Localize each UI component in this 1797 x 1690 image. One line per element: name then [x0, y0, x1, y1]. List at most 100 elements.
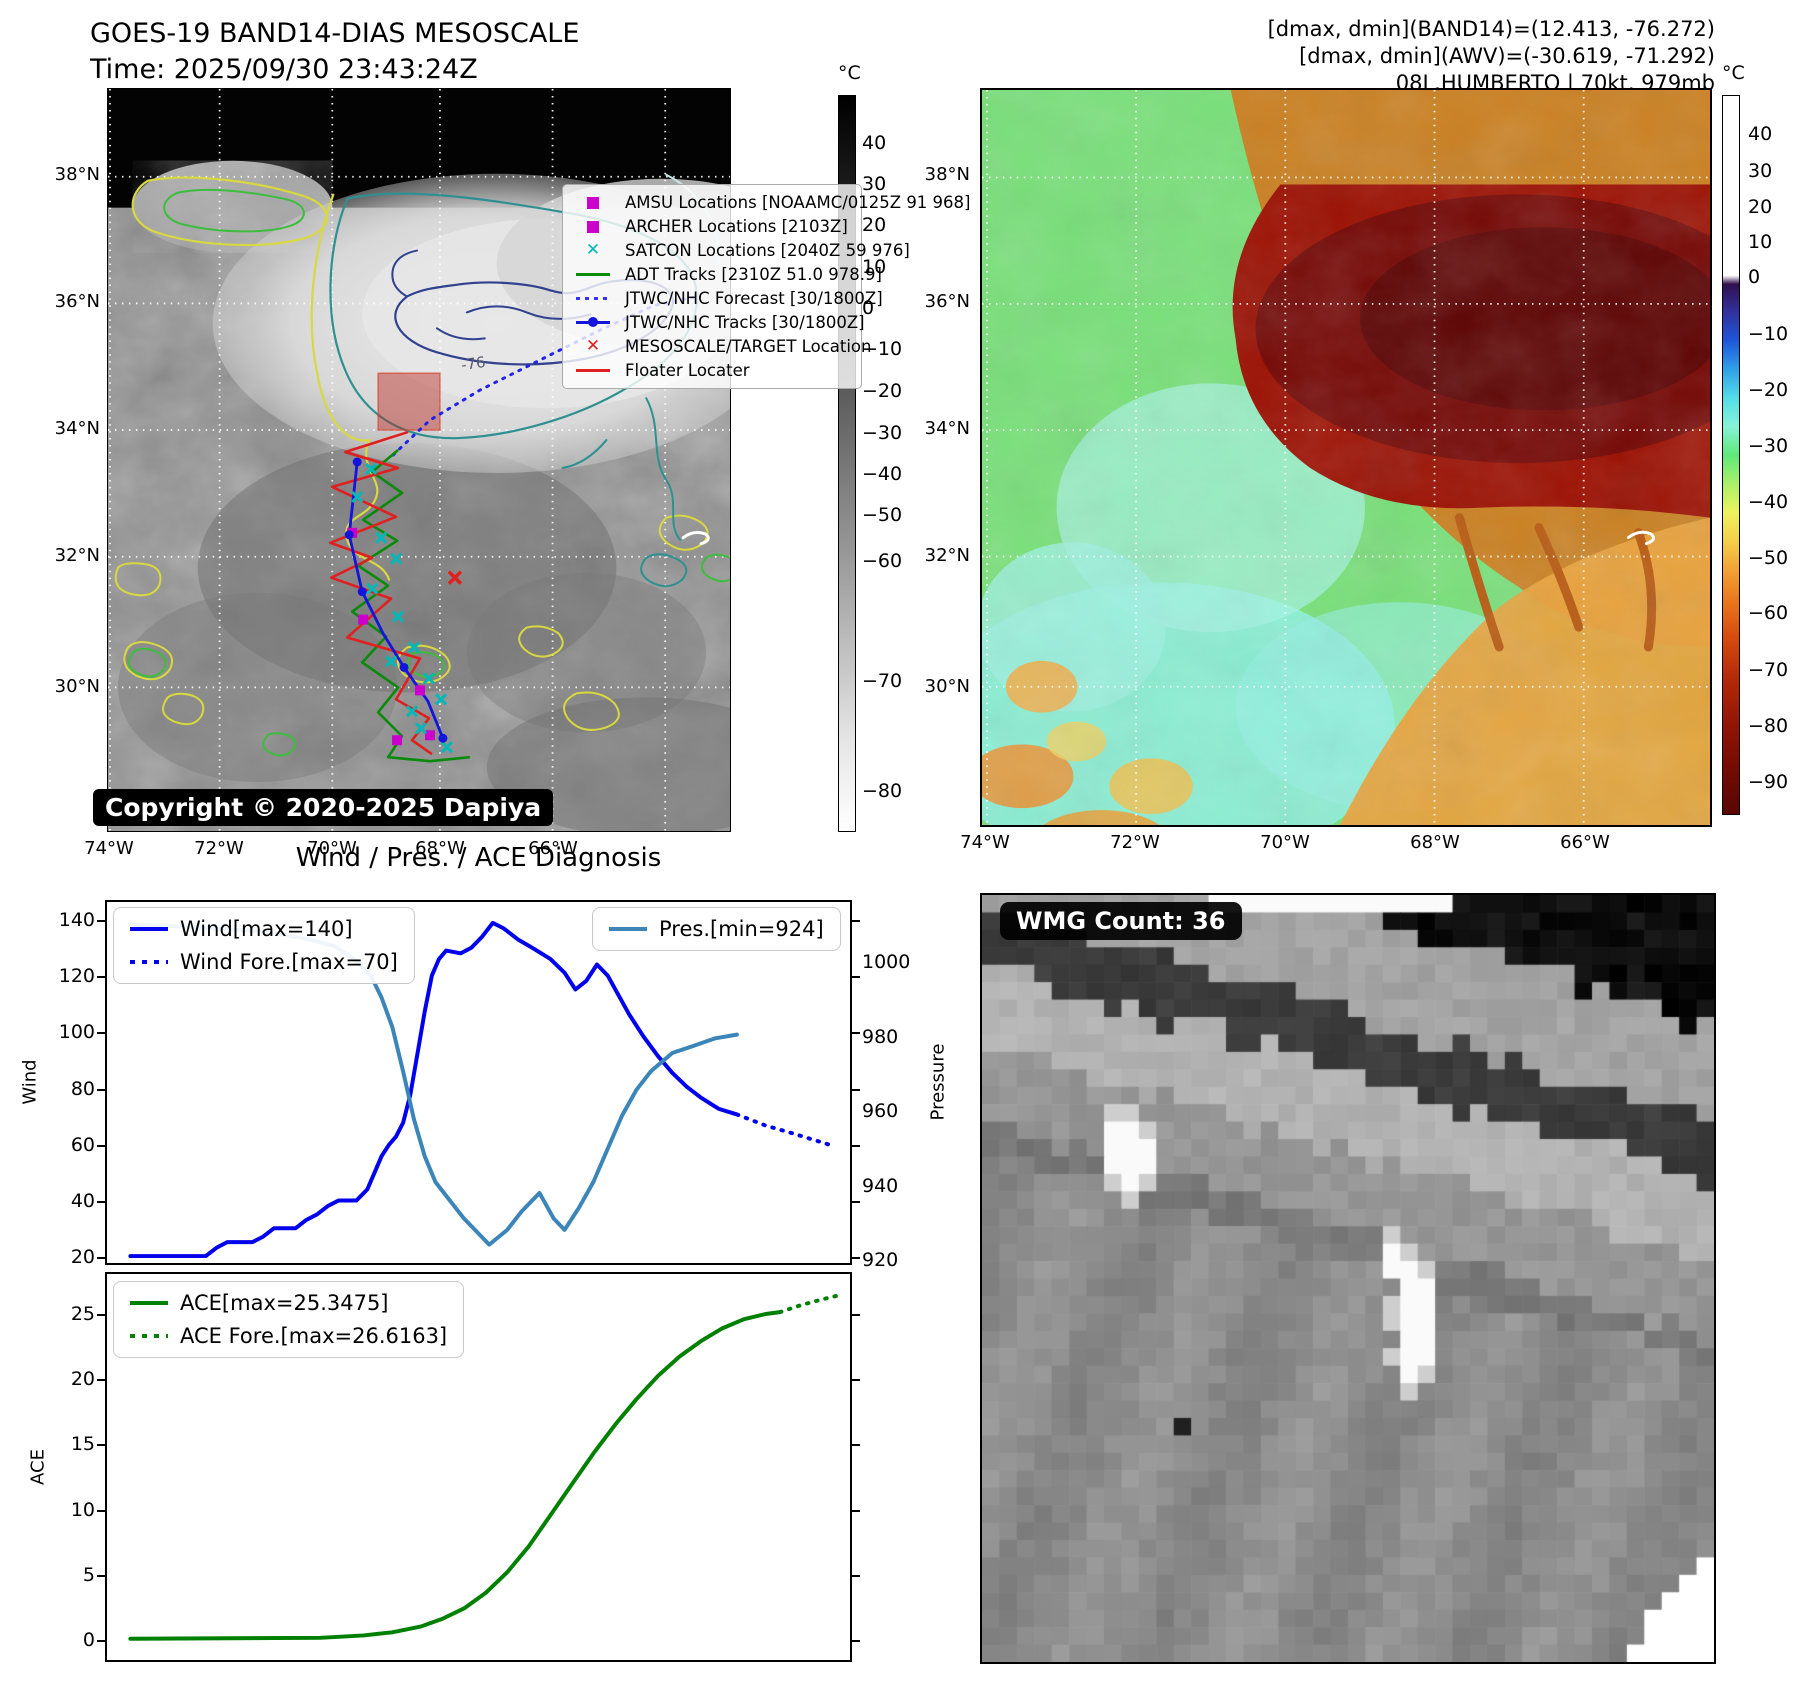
legend-item-label: JTWC/NHC Forecast [30/1800Z] [625, 289, 883, 308]
band14-map: -76 AMSU Locations [NOAAMC/0125Z 91 968]… [107, 88, 971, 832]
legend-item: ✕ MESOSCALE/TARGET Location [573, 337, 872, 356]
colorbar-tick-label: −80 [862, 780, 903, 803]
y-tick-label: 20 [70, 1245, 95, 1268]
legend-item: JTWC/NHC Tracks [30/1800Z] [573, 313, 865, 332]
legend-item: ACE Fore.[max=26.6163] [130, 1324, 447, 1348]
colorbar-tick-label: 20 [1748, 196, 1773, 219]
dotted-line-icon [573, 296, 613, 301]
band14-observation-markers [344, 457, 463, 754]
lon-tick-label: 68°W [1410, 832, 1460, 853]
chart-legend: ACE[max=25.3475] ACE Fore.[max=26.6163] [113, 1281, 465, 1358]
legend-item-label: MESOSCALE/TARGET Location [625, 337, 872, 356]
awv-graticule [982, 90, 1710, 825]
legend-item: AMSU Locations [NOAAMC/0125Z 91 968] [573, 193, 971, 212]
lat-tick-label: 36°N [924, 291, 970, 312]
legend-item-label: JTWC/NHC Tracks [30/1800Z] [625, 313, 865, 332]
copyright-badge: Copyright © 2020-2025 Dapiya [93, 789, 554, 826]
tick-mark [97, 920, 105, 923]
y-tick-label: 15 [70, 1433, 95, 1456]
lon-tick-label: 68°W [415, 838, 465, 859]
colorbar-tick-label: 30 [862, 173, 887, 196]
tick-mark [97, 1509, 105, 1512]
awv-colorbar-unit: °C [1722, 62, 1745, 84]
lon-tick-label: 72°W [1110, 832, 1160, 853]
lon-tick-label: 74°W [960, 832, 1010, 853]
legend-item: Wind[max=140] [130, 917, 398, 941]
colorbar-tick-label: −50 [862, 504, 903, 527]
square-marker-icon [573, 220, 613, 233]
colorbar-tick-label: −70 [862, 669, 903, 692]
series-ace [128, 1310, 782, 1641]
colorbar-tick-label: 10 [1748, 230, 1773, 253]
pressure-axis-label: Pressure [927, 1043, 949, 1121]
tick-mark [97, 1144, 105, 1147]
series-wind-fore- [734, 1112, 833, 1147]
y-tick-label: 5 [82, 1563, 95, 1586]
ace-axis-label: ACE [27, 1449, 49, 1485]
band14-legend: AMSU Locations [NOAAMC/0125Z 91 968] ARCH… [562, 184, 971, 389]
tick-mark [852, 920, 860, 923]
tick-mark [97, 1444, 105, 1447]
lat-tick-label: 38°N [924, 164, 970, 185]
lat-tick-label: 38°N [54, 164, 100, 185]
tick-mark [852, 976, 860, 979]
lat-tick-label: 36°N [54, 291, 100, 312]
lon-tick-label: 66°W [1560, 832, 1610, 853]
diagnosis-title: Wind / Pres. / ACE Diagnosis [295, 843, 662, 873]
tick-mark [97, 1256, 105, 1259]
line-marker-icon [609, 926, 647, 932]
tick-mark [97, 1314, 105, 1317]
legend-item-label: AMSU Locations [NOAAMC/0125Z 91 968] [625, 193, 971, 212]
lon-tick-label: 70°W [307, 838, 357, 859]
colorbar-tick-label: −70 [1748, 659, 1789, 682]
legend-item-label: ACE Fore.[max=26.6163] [180, 1324, 448, 1348]
legend-item-label: Wind Fore.[max=70] [180, 950, 398, 974]
colorbar-tick-label: 0 [1748, 266, 1761, 289]
y-tick-label: 940 [862, 1174, 899, 1197]
y-tick-label: 0 [82, 1629, 95, 1652]
tick-mark [852, 1444, 860, 1447]
colorbar-tick-label: 40 [1748, 122, 1773, 145]
y-tick-label: 20 [70, 1368, 95, 1391]
lon-tick-label: 70°W [1260, 832, 1310, 853]
tick-mark [97, 1032, 105, 1035]
legend-item: JTWC/NHC Forecast [30/1800Z] [573, 289, 883, 308]
lat-tick-label: 30°N [924, 676, 970, 697]
legend-item: Wind Fore.[max=70] [130, 950, 398, 974]
awv-colorbar [1722, 95, 1740, 815]
wmg-count-badge: WMG Count: 36 [1000, 902, 1242, 940]
tick-mark [852, 1379, 860, 1382]
tick-mark [97, 1640, 105, 1643]
legend-item-label: Pres.[min=924] [659, 917, 824, 941]
tick-mark [97, 976, 105, 979]
series-wind [128, 920, 739, 1259]
stats-annotations: [dmax, dmin](BAND14)=(12.413, -76.272) [… [1268, 16, 1715, 97]
legend-item: ADT Tracks [2310Z 51.0 978.9] [573, 265, 882, 284]
y-tick-label: 920 [862, 1249, 899, 1272]
colorbar-tick-label: −90 [1748, 770, 1789, 793]
legend-item-label: Floater Locater [625, 361, 750, 380]
tick-mark [852, 1509, 860, 1512]
line-marker-icon [130, 926, 168, 932]
colorbar-tick-label: −10 [1748, 323, 1789, 346]
colorbar-tick-label: −40 [1748, 490, 1789, 513]
line-marker-icon [573, 272, 613, 277]
awv-map [980, 88, 1712, 827]
y-tick-label: 960 [862, 1100, 899, 1123]
colorbar-tick-label: 40 [862, 131, 887, 154]
legend-item: Floater Locater [573, 361, 851, 380]
legend-item: Pres.[min=924] [609, 917, 824, 941]
y-tick-label: 120 [58, 965, 95, 988]
colorbar-tick-label: 0 [862, 296, 875, 319]
band14-time: Time: 2025/09/30 23:43:24Z [90, 54, 478, 85]
tick-mark [852, 1200, 860, 1203]
colorbar-tick-label: −60 [1748, 602, 1789, 625]
tick-mark [852, 1088, 860, 1091]
tick-mark [852, 1574, 860, 1577]
legend-item-label: SATCON Locations [2040Z 59 976] [625, 241, 910, 260]
y-tick-label: 1000 [862, 951, 911, 974]
line-dot-marker-icon [573, 317, 613, 328]
line-marker-icon [573, 368, 613, 373]
contour-value-label: -76 [460, 353, 487, 374]
